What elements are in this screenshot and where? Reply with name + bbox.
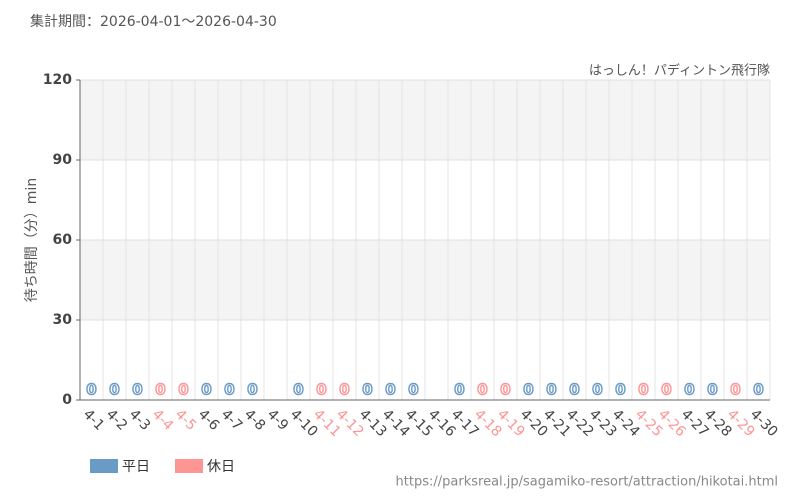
data-label: 0 (638, 381, 648, 399)
x-tick-label: 4-4 (149, 406, 177, 434)
y-axis-label: 待ち時間（分）min (24, 178, 40, 302)
legend-swatch (90, 459, 118, 473)
source-url: https://parksreal.jp/sagamiko-resort/att… (396, 475, 778, 490)
data-label: 0 (86, 381, 96, 399)
data-label: 0 (454, 381, 464, 399)
data-label: 0 (592, 381, 602, 399)
data-label: 0 (730, 381, 740, 399)
legend-label: 休日 (207, 459, 235, 475)
data-label: 0 (362, 381, 372, 399)
data-label: 0 (477, 381, 487, 399)
data-label: 0 (546, 381, 556, 399)
y-tick-label: 90 (53, 152, 73, 168)
chart-title: 集計期間：2026-04-01～2026-04-30 (30, 13, 277, 30)
x-tick-label: 4-3 (126, 406, 153, 433)
x-tick-label: 4-1 (80, 406, 107, 433)
data-label: 0 (408, 381, 418, 399)
legend-swatch (175, 459, 203, 473)
data-label: 0 (339, 381, 349, 399)
data-label: 0 (247, 381, 257, 399)
data-label: 0 (155, 381, 165, 399)
data-label: 0 (385, 381, 395, 399)
x-tick-label: 4-5 (172, 406, 199, 433)
data-label: 0 (684, 381, 694, 399)
chart-subtitle: はっしん！パディントン飛行隊 (589, 63, 770, 79)
data-label: 0 (615, 381, 625, 399)
data-label: 0 (753, 381, 763, 399)
x-tick-label: 4-9 (264, 406, 291, 433)
x-tick-label: 4-7 (218, 406, 245, 433)
y-tick-label: 30 (53, 312, 73, 328)
data-label: 0 (201, 381, 211, 399)
data-label: 0 (707, 381, 717, 399)
data-label: 0 (661, 381, 671, 399)
data-label: 0 (224, 381, 234, 399)
y-tick-label: 60 (53, 232, 73, 248)
data-label: 0 (569, 381, 579, 399)
data-label: 0 (178, 381, 188, 399)
y-tick-label: 120 (43, 72, 72, 88)
data-label: 0 (109, 381, 119, 399)
data-label: 0 (523, 381, 533, 399)
y-tick-label: 0 (62, 392, 72, 408)
x-tick-label: 4-6 (195, 406, 223, 434)
legend-label: 平日 (122, 459, 150, 475)
x-tick-label: 4-2 (103, 406, 130, 433)
data-label: 0 (132, 381, 142, 399)
data-label: 0 (293, 381, 303, 399)
data-label: 0 (316, 381, 326, 399)
data-label: 0 (500, 381, 510, 399)
x-tick-label: 4-8 (241, 406, 268, 433)
